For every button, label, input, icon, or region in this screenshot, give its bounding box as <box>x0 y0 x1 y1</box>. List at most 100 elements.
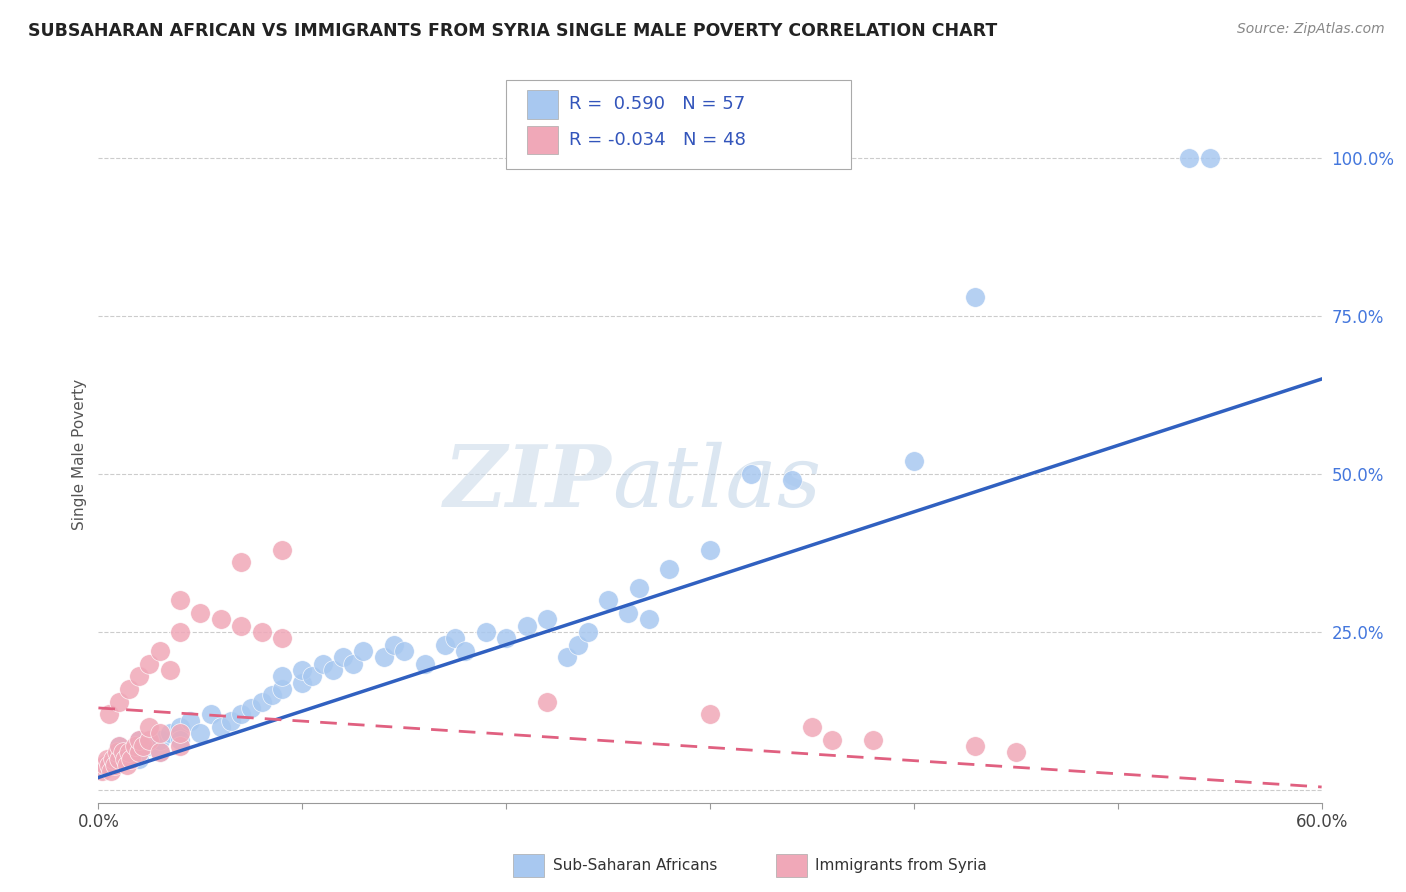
Point <box>132 739 155 753</box>
Point <box>108 751 131 765</box>
Point <box>128 669 150 683</box>
Point <box>322 663 344 677</box>
Point <box>159 726 181 740</box>
Point <box>114 751 136 765</box>
Point <box>434 638 457 652</box>
Point <box>740 467 762 481</box>
Text: R =  0.590   N = 57: R = 0.590 N = 57 <box>569 95 745 113</box>
Point <box>149 726 172 740</box>
Point <box>444 632 467 646</box>
Point <box>169 593 191 607</box>
Point <box>301 669 323 683</box>
Point <box>128 732 150 747</box>
Point <box>240 701 263 715</box>
Point <box>101 751 124 765</box>
Point <box>108 739 131 753</box>
Point <box>118 681 141 696</box>
Point <box>801 720 824 734</box>
Point <box>965 290 987 304</box>
Point <box>149 732 172 747</box>
Point <box>108 739 131 753</box>
Point <box>97 707 120 722</box>
Point <box>169 720 191 734</box>
Point <box>270 669 294 683</box>
Point <box>96 751 118 765</box>
Point <box>270 681 294 696</box>
Point <box>291 663 314 677</box>
Point <box>169 732 191 747</box>
Point <box>231 618 253 632</box>
Point <box>1178 151 1201 165</box>
Point <box>188 606 212 620</box>
Text: ZIP: ZIP <box>444 441 612 524</box>
Point <box>118 745 141 759</box>
Point <box>567 638 589 652</box>
Point <box>332 650 354 665</box>
Point <box>188 726 212 740</box>
Text: Immigrants from Syria: Immigrants from Syria <box>815 858 987 872</box>
Point <box>124 739 146 753</box>
Point <box>97 757 120 772</box>
Point <box>965 739 987 753</box>
Point <box>111 745 134 759</box>
Point <box>138 657 160 671</box>
Point <box>118 745 141 759</box>
Point <box>658 562 681 576</box>
Point <box>637 612 661 626</box>
Point <box>617 606 640 620</box>
Point <box>100 764 122 779</box>
Point <box>219 714 242 728</box>
Point <box>200 707 222 722</box>
Point <box>149 745 172 759</box>
Point <box>555 650 579 665</box>
Point <box>382 638 405 652</box>
Point <box>159 663 181 677</box>
Point <box>138 732 160 747</box>
Point <box>270 632 294 646</box>
Point <box>179 714 201 728</box>
Point <box>97 757 120 772</box>
Point <box>780 473 803 487</box>
Point <box>373 650 395 665</box>
Point <box>149 644 172 658</box>
Point <box>474 625 498 640</box>
Point <box>209 612 232 626</box>
Point <box>1004 745 1026 759</box>
Point <box>231 556 253 570</box>
Point <box>392 644 416 658</box>
Point <box>536 612 558 626</box>
Point <box>598 593 620 607</box>
Point <box>209 720 232 734</box>
Y-axis label: Single Male Poverty: Single Male Poverty <box>72 379 87 531</box>
Point <box>138 739 160 753</box>
Point <box>128 745 150 759</box>
Point <box>149 745 172 759</box>
Point <box>138 720 160 734</box>
Point <box>128 732 150 747</box>
Point <box>108 751 131 765</box>
Point <box>250 625 273 640</box>
Point <box>108 695 131 709</box>
Point <box>120 751 142 765</box>
Point <box>250 695 273 709</box>
Point <box>231 707 253 722</box>
Point <box>169 625 191 640</box>
Point <box>342 657 364 671</box>
Point <box>903 454 925 468</box>
Point <box>576 625 599 640</box>
Point <box>627 581 650 595</box>
Point <box>91 764 114 779</box>
Text: R = -0.034   N = 48: R = -0.034 N = 48 <box>569 131 747 149</box>
Point <box>291 675 314 690</box>
Point <box>516 618 538 632</box>
Point <box>270 542 294 557</box>
Point <box>495 632 517 646</box>
Point <box>115 757 138 772</box>
Point <box>104 757 127 772</box>
Point <box>821 732 844 747</box>
Text: Sub-Saharan Africans: Sub-Saharan Africans <box>553 858 717 872</box>
Point <box>105 745 128 759</box>
Point <box>260 688 283 702</box>
Point <box>536 695 558 709</box>
Point <box>312 657 335 671</box>
